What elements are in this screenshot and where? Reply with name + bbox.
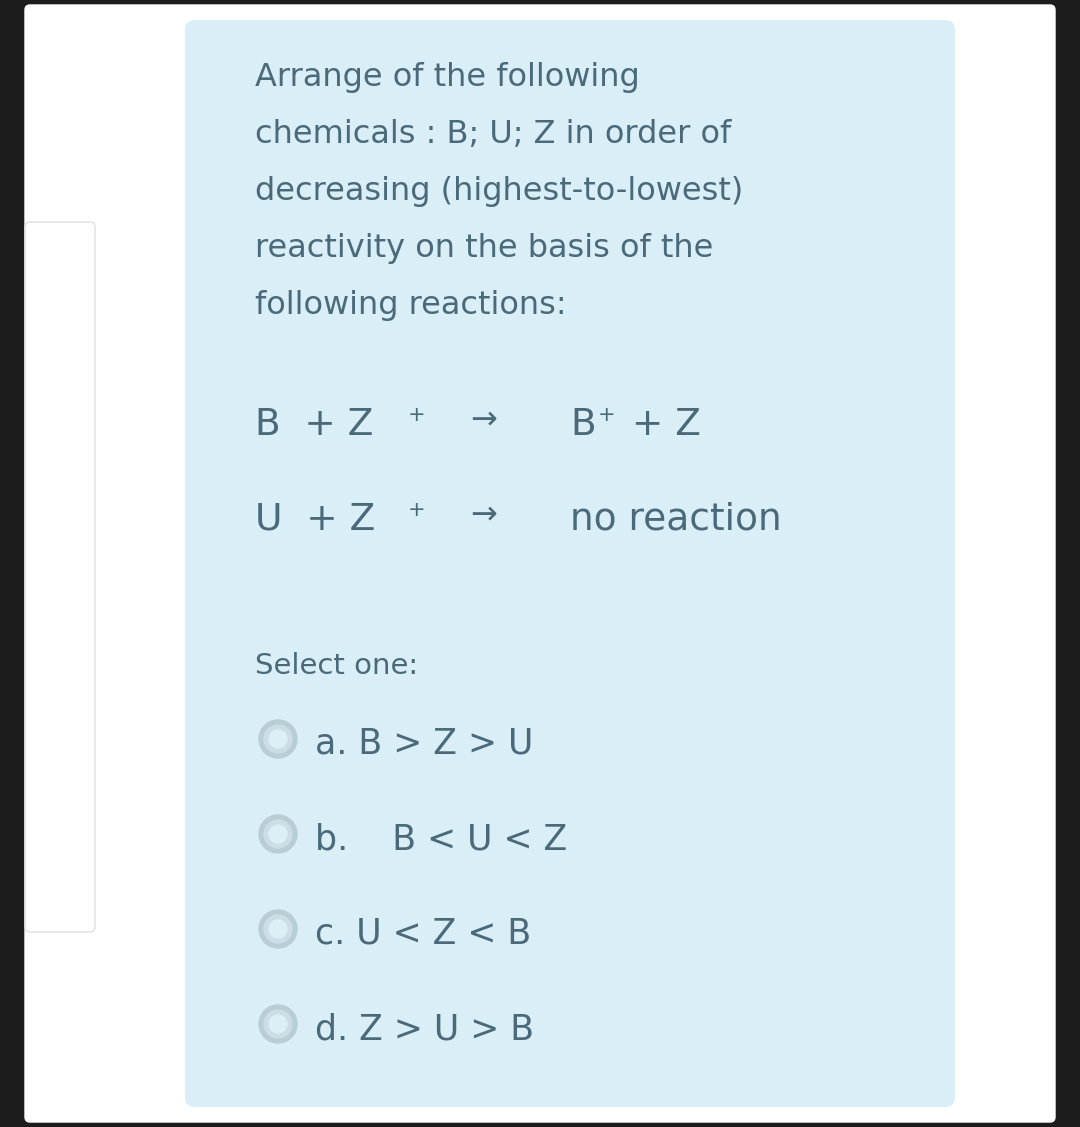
Text: reactivity on the basis of the: reactivity on the basis of the [255,233,714,264]
Circle shape [259,909,297,948]
Text: B: B [570,407,596,443]
Circle shape [269,825,287,843]
FancyBboxPatch shape [185,20,955,1107]
Text: + Z: + Z [620,407,701,443]
Circle shape [264,915,292,943]
FancyBboxPatch shape [25,222,95,932]
Text: c. U < Z < B: c. U < Z < B [315,917,531,951]
Text: d. Z > U > B: d. Z > U > B [315,1012,535,1046]
FancyBboxPatch shape [25,5,1055,1122]
Circle shape [269,1015,287,1033]
Circle shape [259,1005,297,1042]
Circle shape [259,720,297,758]
Text: +: + [408,500,426,520]
Text: U  + Z: U + Z [255,502,375,538]
Text: a. B > Z > U: a. B > Z > U [315,727,534,761]
Circle shape [259,815,297,853]
Text: →: → [470,403,497,435]
Text: decreasing (highest-to-lowest): decreasing (highest-to-lowest) [255,176,743,207]
Circle shape [264,820,292,848]
Circle shape [264,1010,292,1038]
Text: Arrange of the following: Arrange of the following [255,62,639,94]
Text: Select one:: Select one: [255,653,418,680]
Text: chemicals : B; U; Z in order of: chemicals : B; U; Z in order of [255,119,731,150]
Circle shape [269,730,287,748]
Text: →: → [470,499,497,530]
Text: following reactions:: following reactions: [255,290,567,321]
Text: B  + Z: B + Z [255,407,374,443]
Circle shape [264,725,292,753]
Text: +: + [598,405,616,425]
Text: b.    B < U < Z: b. B < U < Z [315,822,567,857]
Text: +: + [408,405,426,425]
Text: no reaction: no reaction [570,502,782,538]
Circle shape [269,920,287,938]
